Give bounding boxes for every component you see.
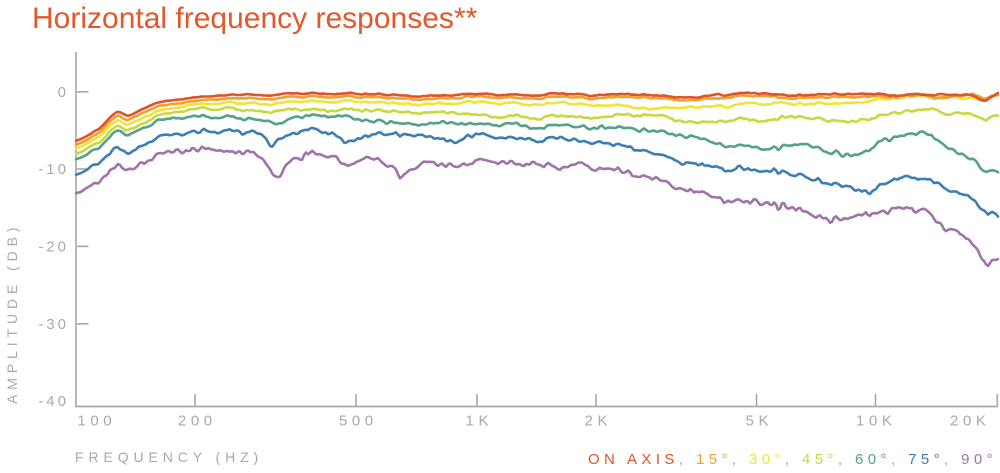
svg-text:100: 100 xyxy=(77,413,116,430)
svg-text:-40: -40 xyxy=(38,393,69,410)
svg-text:-30: -30 xyxy=(38,316,69,333)
svg-text:-20: -20 xyxy=(38,238,69,255)
svg-text:200: 200 xyxy=(178,413,217,430)
svg-text:2K: 2K xyxy=(585,413,613,430)
svg-text:20K: 20K xyxy=(950,413,991,430)
svg-text:500: 500 xyxy=(339,413,378,430)
svg-text:FREQUENCY (HZ): FREQUENCY (HZ) xyxy=(75,449,263,465)
svg-text:1K: 1K xyxy=(466,413,494,430)
svg-text:5K: 5K xyxy=(746,413,774,430)
svg-text:0: 0 xyxy=(58,84,69,101)
svg-text:-10: -10 xyxy=(38,161,69,178)
svg-text:10K: 10K xyxy=(856,413,897,430)
svg-text:AMPLITUDE (DB): AMPLITUDE (DB) xyxy=(4,223,20,404)
svg-text:ON AXIS, 15°, 30°, 45°, 60°, 7: ON AXIS, 15°, 30°, 45°, 60°, 75°, 90° xyxy=(588,451,997,468)
